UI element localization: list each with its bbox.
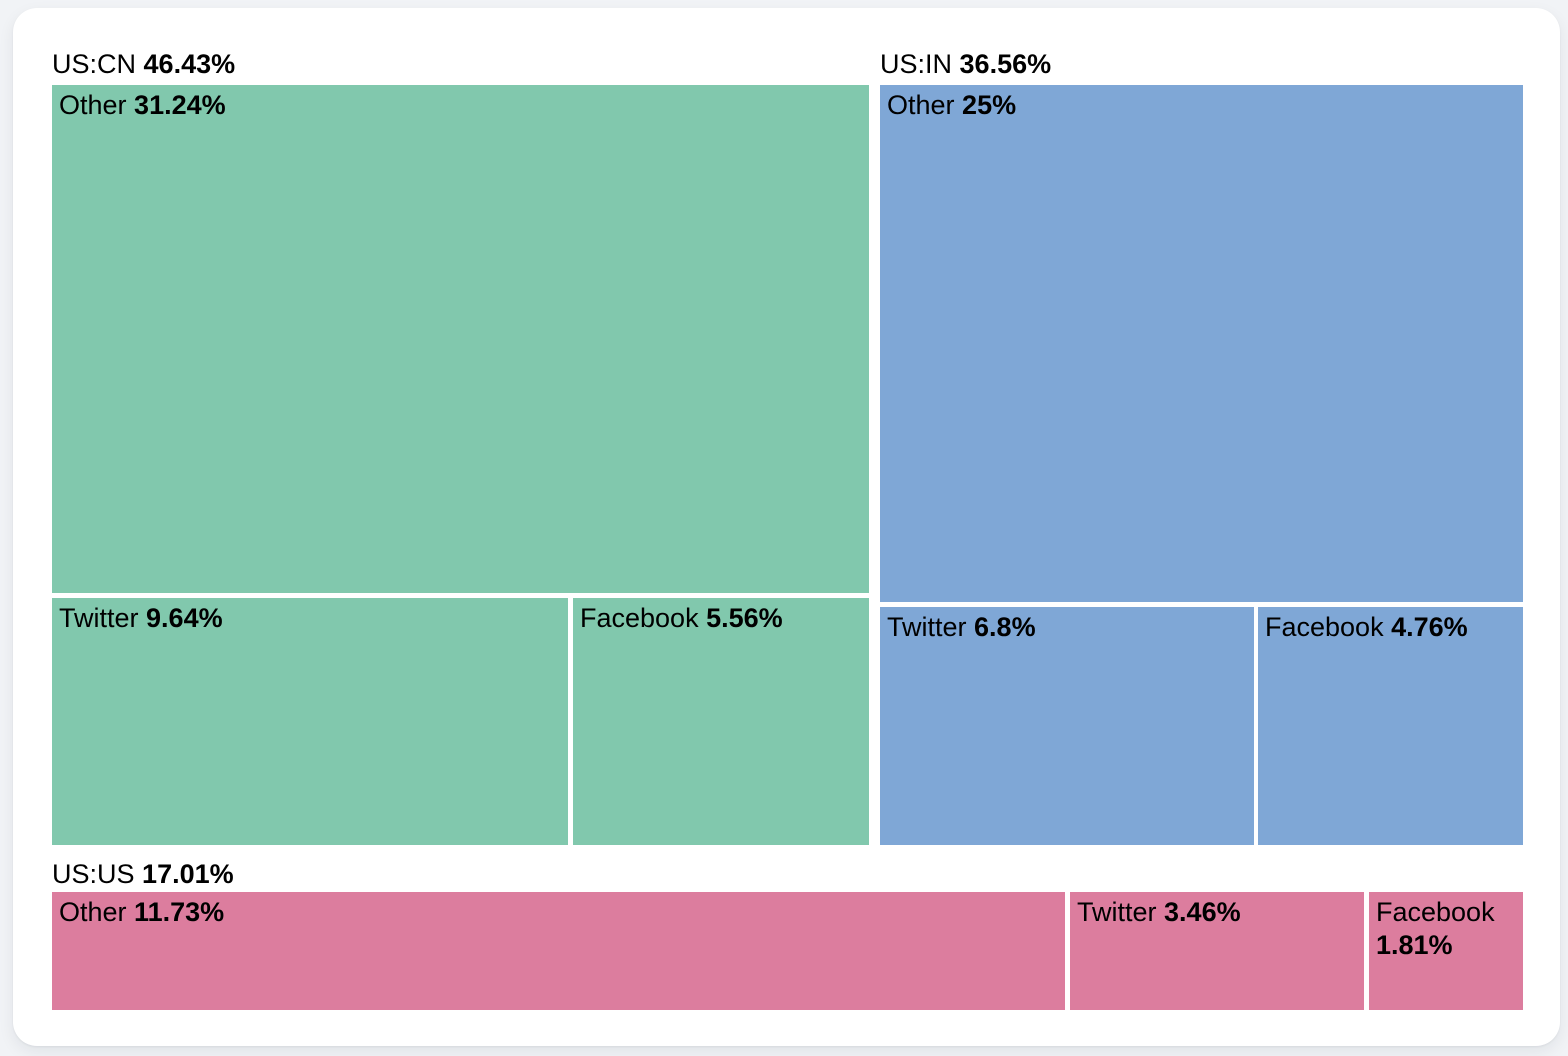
treemap-cell-us-cn-facebook[interactable]: Facebook 5.56% (573, 598, 869, 845)
treemap-cell-us-us-facebook[interactable]: Facebook 1.81% (1369, 892, 1523, 1010)
chart-card: US:CN 46.43% Other 31.24% Twitter 9.64% Fac… (13, 8, 1560, 1046)
treemap-cell-us-us-twitter[interactable]: Twitter 3.46% (1070, 892, 1364, 1010)
cell-value: 1.81% (1376, 930, 1453, 960)
cell-name: Other (59, 90, 127, 120)
cell-name: Twitter (1077, 897, 1157, 927)
cell-name: Other (59, 897, 127, 927)
treemap-cell-us-us-other[interactable]: Other 11.73% (52, 892, 1065, 1010)
cell-value: 9.64% (146, 603, 223, 633)
cell-value: 31.24% (134, 90, 226, 120)
group-value: 36.56% (959, 49, 1052, 79)
treemap-cell-us-cn-twitter[interactable]: Twitter 9.64% (52, 598, 568, 845)
group-name: US:US (52, 859, 135, 889)
group-label-us-us: US:US 17.01% (52, 858, 234, 890)
cell-value: 4.76% (1391, 612, 1468, 642)
cell-name: Facebook (1265, 612, 1384, 642)
cell-name: Other (887, 90, 955, 120)
cell-name: Facebook (1376, 897, 1495, 927)
group-value: 17.01% (142, 859, 234, 889)
group-label-us-cn: US:CN 46.43% (52, 48, 235, 80)
treemap-cell-us-in-other[interactable]: Other 25% (880, 85, 1523, 602)
cell-value: 5.56% (706, 603, 783, 633)
cell-value: 3.46% (1164, 897, 1241, 927)
group-name: US:IN (880, 49, 953, 79)
cell-name: Twitter (59, 603, 139, 633)
group-value: 46.43% (143, 49, 236, 79)
group-label-us-in: US:IN 36.56% (880, 48, 1051, 80)
cell-name: Facebook (580, 603, 699, 633)
cell-value: 11.73% (134, 897, 225, 927)
treemap: US:CN 46.43% Other 31.24% Twitter 9.64% Fac… (52, 48, 1523, 1010)
cell-name: Twitter (887, 612, 967, 642)
group-name: US:CN (52, 49, 137, 79)
treemap-cell-us-in-twitter[interactable]: Twitter 6.8% (880, 607, 1254, 845)
treemap-cell-us-cn-other[interactable]: Other 31.24% (52, 85, 869, 593)
cell-value: 25% (962, 90, 1017, 120)
cell-value: 6.8% (974, 612, 1036, 642)
treemap-cell-us-in-facebook[interactable]: Facebook 4.76% (1258, 607, 1523, 845)
